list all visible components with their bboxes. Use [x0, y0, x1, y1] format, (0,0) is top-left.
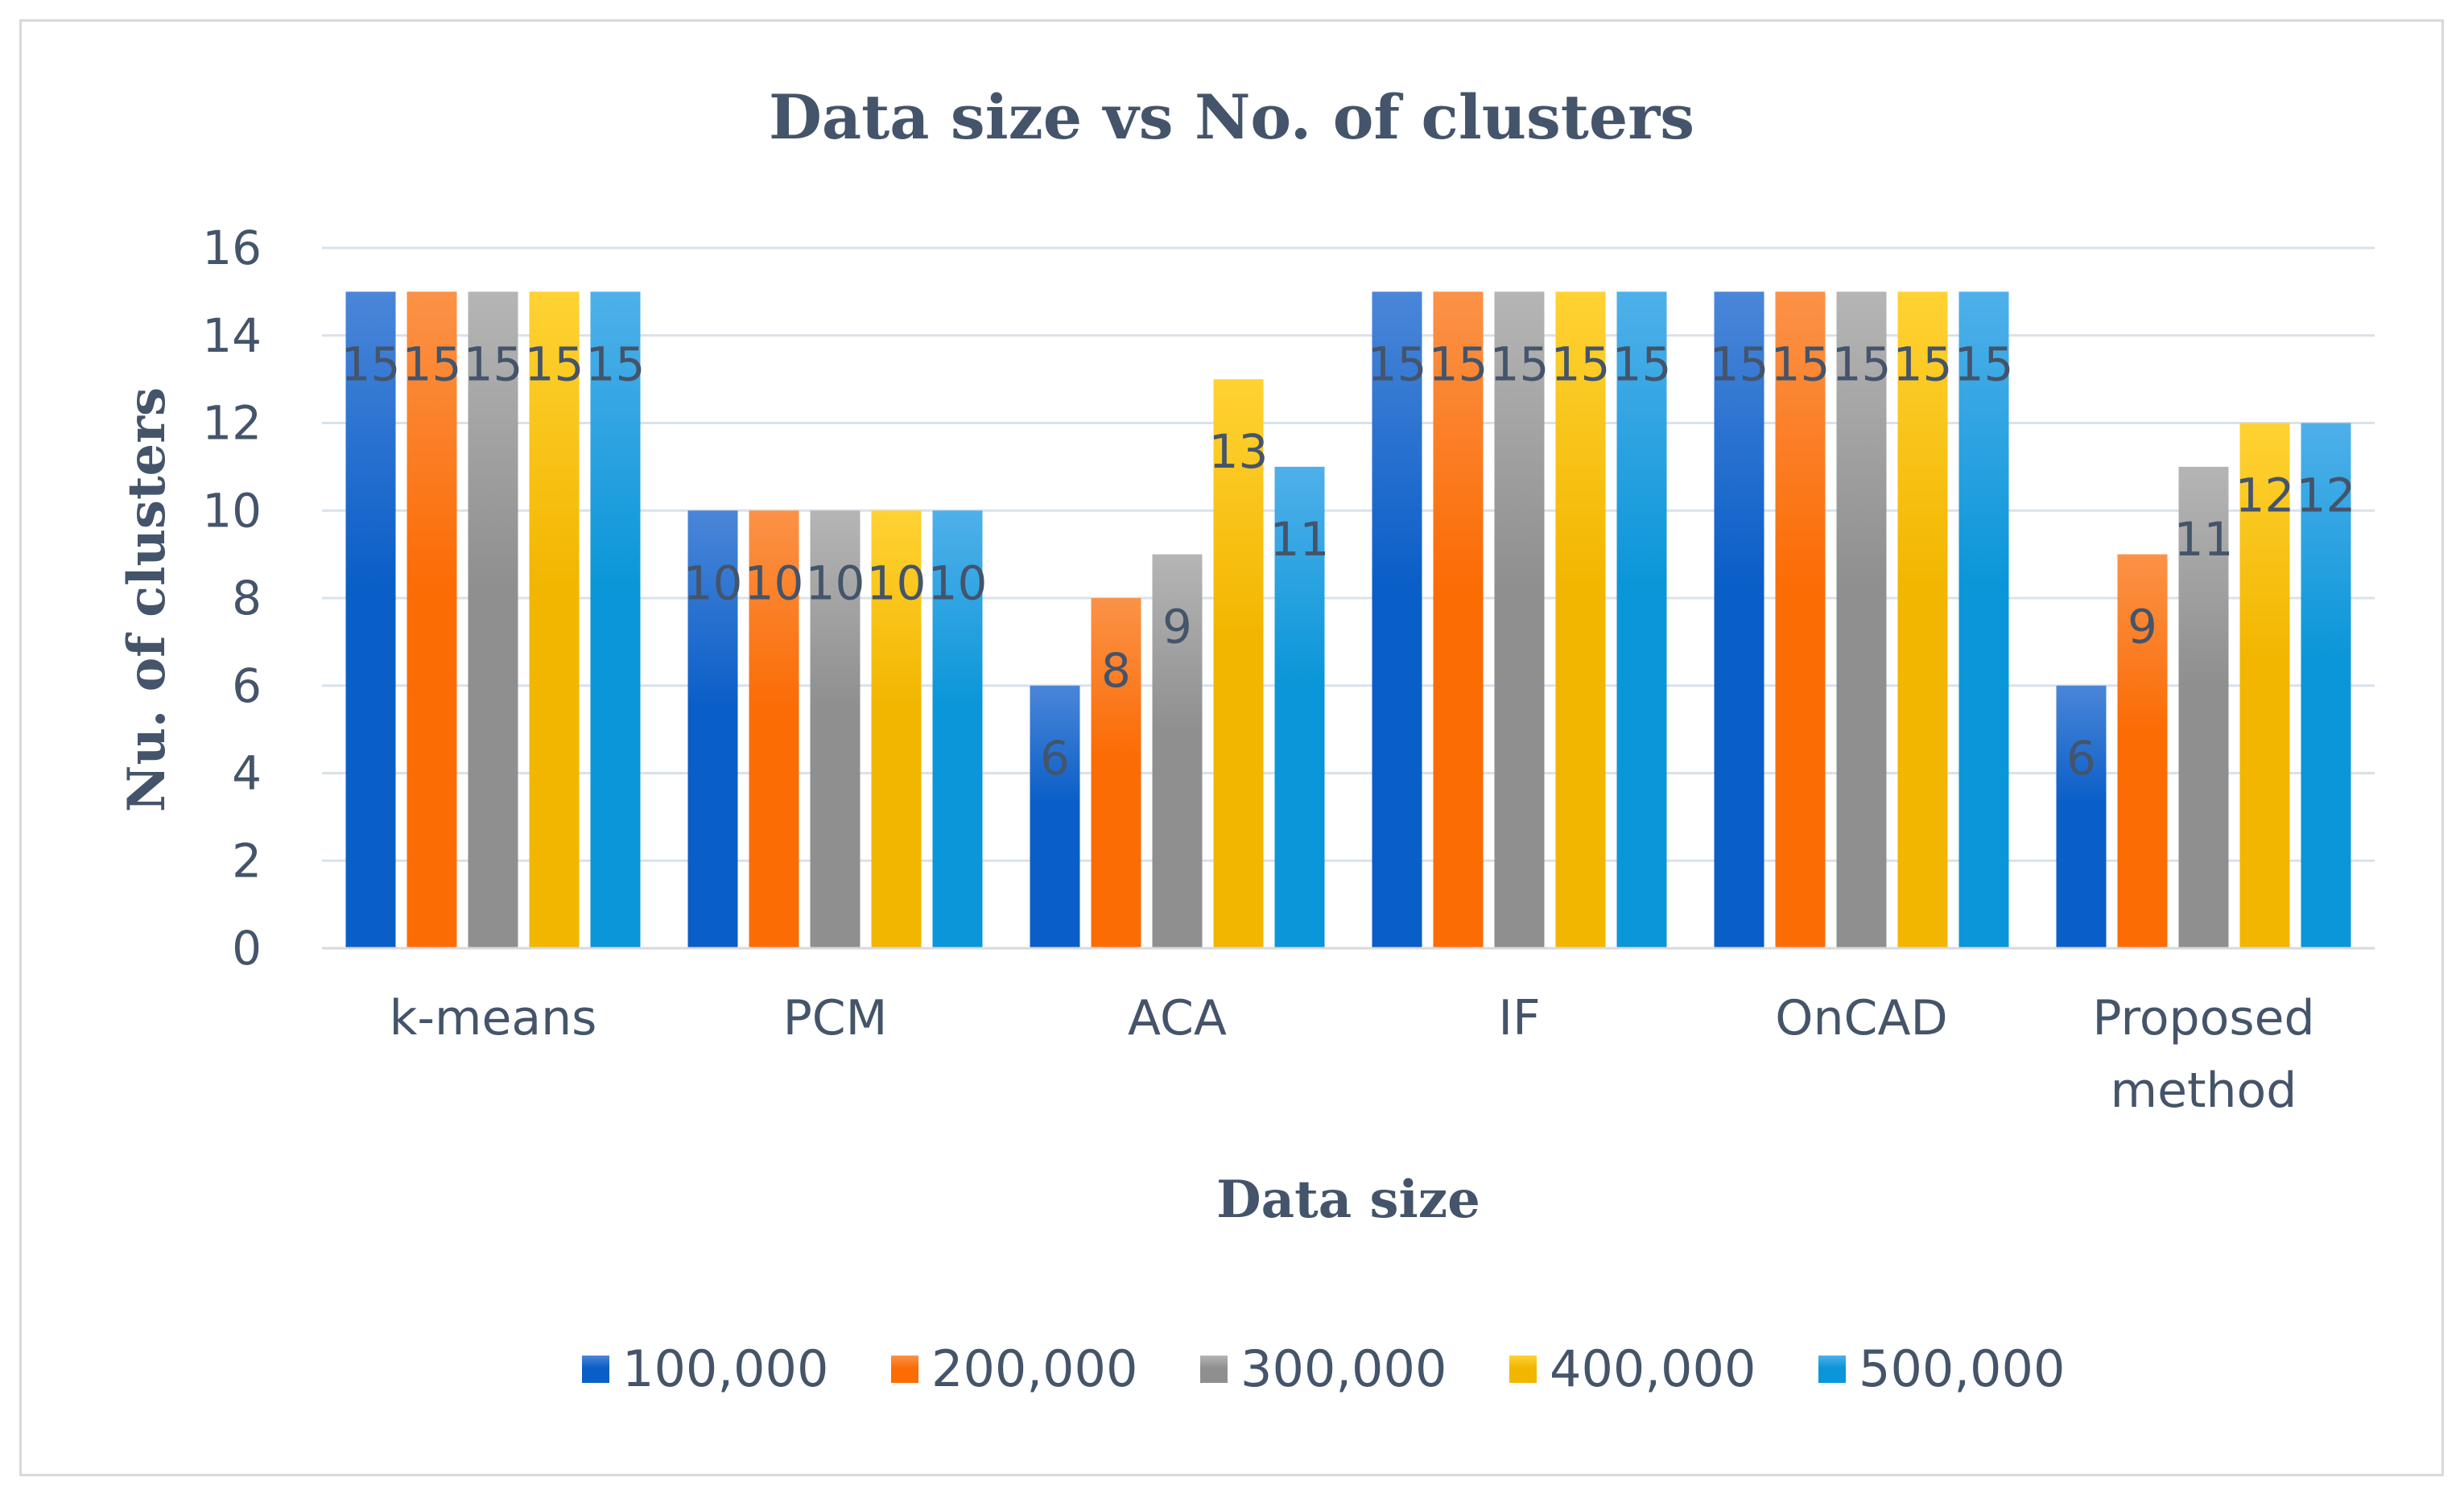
- data-label: 9: [2128, 600, 2157, 654]
- y-axis-title: Nu. of clusters: [117, 387, 177, 812]
- legend-swatch: [582, 1356, 609, 1383]
- legend-label: 400,000: [1550, 1339, 1756, 1398]
- x-category-label: PCM: [783, 990, 888, 1046]
- legend-swatch: [891, 1356, 918, 1383]
- data-label: 10: [806, 555, 865, 610]
- x-category-label: IF: [1498, 990, 1540, 1046]
- bar-400000-4: [1897, 291, 1948, 948]
- data-label: 15: [1771, 336, 1830, 391]
- x-axis-categories: k-means PCM ACA IF OnCAD Proposed method: [390, 990, 2315, 1119]
- data-label: 15: [525, 336, 584, 391]
- y-tick-label: 2: [232, 833, 262, 888]
- bar-500000-4: [1958, 291, 2009, 948]
- legend-label: 200,000: [931, 1339, 1137, 1398]
- data-label: 9: [1162, 600, 1192, 654]
- legend-label: 100,000: [622, 1339, 828, 1398]
- bar-100000-4: [1714, 291, 1764, 948]
- bar-200000-0: [407, 291, 457, 948]
- data-label: 6: [1040, 731, 1070, 786]
- data-label: 11: [1270, 512, 1330, 567]
- bar-100000-3: [1372, 291, 1422, 948]
- y-tick-label: 14: [202, 308, 262, 363]
- x-category-label: Proposed method: [2092, 990, 2314, 1119]
- bar-400000-1: [871, 510, 922, 948]
- bar-400000-0: [529, 291, 580, 948]
- bar-300000-0: [468, 291, 518, 948]
- bar-300000-1: [810, 510, 861, 948]
- bar-200000-4: [1775, 291, 1826, 948]
- data-label: 12: [2235, 468, 2295, 523]
- legend-swatch: [1509, 1356, 1537, 1383]
- chart-title: Data size vs No. of clusters: [769, 81, 1694, 153]
- y-tick-label: 0: [232, 921, 262, 976]
- data-label: 15: [1954, 336, 2014, 391]
- bar-100000-2: [1030, 685, 1080, 948]
- y-tick-label: 10: [202, 483, 262, 538]
- bar-300000-5: [2178, 466, 2229, 948]
- bar-300000-3: [1494, 291, 1545, 948]
- bar-200000-5: [2117, 554, 2168, 948]
- legend-swatch: [1200, 1356, 1228, 1383]
- bars: [345, 291, 2351, 948]
- legend-swatch: [1818, 1356, 1846, 1383]
- data-label: 10: [683, 555, 743, 610]
- data-label: 13: [1209, 424, 1269, 479]
- bar-400000-2: [1213, 379, 1264, 948]
- gridlines: [322, 246, 2375, 862]
- legend-label: 300,000: [1240, 1339, 1447, 1398]
- data-label: 15: [1832, 336, 1892, 391]
- data-label: 15: [1490, 336, 1550, 391]
- bar-200000-3: [1433, 291, 1484, 948]
- data-label: 15: [1429, 336, 1488, 391]
- data-label: 10: [745, 555, 804, 610]
- x-category-label: ACA: [1128, 990, 1227, 1046]
- data-label: 15: [402, 336, 462, 391]
- y-axis-ticks: 0 2 4 6 8 10 12 14 16: [202, 221, 262, 976]
- bar-400000-5: [2239, 423, 2290, 948]
- bar-500000-3: [1616, 291, 1667, 948]
- data-label: 11: [2174, 512, 2234, 567]
- bar-500000-0: [590, 291, 641, 948]
- y-tick-label: 16: [202, 221, 262, 275]
- data-label: 15: [1710, 336, 1769, 391]
- legend: 100,000 200,000 300,000 400,000 500,000: [582, 1339, 2065, 1398]
- y-tick-label: 12: [202, 396, 262, 451]
- bar-100000-5: [2056, 685, 2107, 948]
- y-tick-label: 6: [232, 658, 262, 713]
- bar-300000-4: [1836, 291, 1887, 948]
- data-label: 12: [2297, 468, 2356, 523]
- data-label: 10: [928, 555, 988, 610]
- data-label: 15: [1893, 336, 1953, 391]
- y-tick-label: 4: [232, 746, 262, 801]
- data-label: 15: [341, 336, 401, 391]
- bar-400000-3: [1555, 291, 1606, 948]
- data-label: 15: [1368, 336, 1427, 391]
- bar-300000-2: [1152, 554, 1203, 948]
- bar-200000-1: [749, 510, 799, 948]
- data-label: 15: [1551, 336, 1611, 391]
- legend-label: 500,000: [1859, 1339, 2065, 1398]
- data-label: 10: [867, 555, 927, 610]
- data-label: 15: [464, 336, 523, 391]
- data-label: 15: [586, 336, 646, 391]
- x-category-label: OnCAD: [1775, 990, 1947, 1046]
- bar-200000-2: [1091, 598, 1141, 948]
- bar-500000-2: [1274, 466, 1325, 948]
- bar-100000-0: [345, 291, 396, 948]
- data-label: 8: [1101, 643, 1131, 698]
- bar-500000-5: [2301, 423, 2351, 948]
- x-axis-title: Data size: [1216, 1170, 1480, 1230]
- bar-500000-1: [932, 510, 983, 948]
- bar-100000-1: [687, 510, 738, 948]
- y-tick-label: 8: [232, 571, 262, 625]
- data-label: 6: [2066, 731, 2096, 786]
- x-category-label: k-means: [390, 990, 597, 1046]
- data-label: 15: [1612, 336, 1672, 391]
